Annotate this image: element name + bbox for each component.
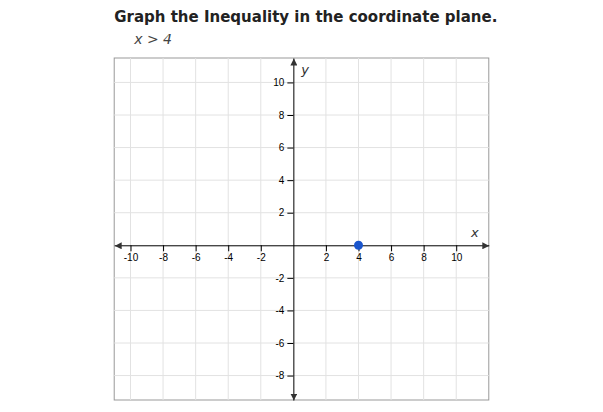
y-axis-tick-label: -4: [275, 305, 284, 316]
title: Graph the Inequality in the coordinate p…: [114, 8, 497, 26]
x-axis: -10 -8 -6 -4 -2 2 4 6 8 10: [115, 245, 490, 263]
grid-line-y: [114, 147, 489, 148]
grid-line-y: [114, 375, 489, 376]
y-axis-tick-mark: [287, 82, 293, 83]
x-axis-tick-mark: [456, 245, 457, 251]
y-axis-tick-label: 6: [279, 142, 285, 153]
y-axis-tick-label: -6: [275, 338, 284, 349]
y-axis-tick-mark: [287, 343, 293, 344]
y-axis-tick: 6: [279, 142, 294, 153]
grid-line-x: [423, 58, 424, 400]
point: [354, 241, 363, 250]
x-axis-tick: -10: [124, 245, 139, 263]
y-axis-tick-mark: [287, 278, 293, 279]
grid-line-x: [456, 58, 457, 400]
x-axis-line: [115, 245, 490, 246]
x-axis-tick-mark: [163, 245, 164, 251]
grid-line-y: [114, 277, 489, 278]
grid-line-y: [114, 343, 489, 344]
grid-line-y: [114, 310, 489, 311]
x-axis-tick: -4: [224, 245, 233, 263]
y-axis: -8 -6 -4 -2 2 4 6 8 10: [273, 59, 294, 401]
y-axis-tick: -6: [275, 338, 293, 349]
x-axis-label: x: [470, 225, 479, 240]
grid-line-x: [195, 58, 196, 400]
grid-line-y: [114, 212, 489, 213]
x-axis-tick: 8: [421, 245, 427, 263]
grid-line-x: [228, 58, 229, 400]
x-axis-tick: -6: [192, 245, 201, 263]
grid-line-x: [358, 58, 359, 400]
x-axis-tick: 2: [324, 245, 330, 263]
y-axis-tick-mark: [287, 180, 293, 181]
x-axis-tick-mark: [424, 245, 425, 251]
x-axis-tick: -8: [159, 245, 168, 263]
grid-line-y: [114, 82, 489, 83]
y-axis-tick: 4: [279, 175, 294, 186]
x-axis-tick-label: -6: [192, 252, 201, 263]
x-axis-tick-label: 6: [389, 252, 395, 263]
y-axis-tick: -8: [275, 370, 293, 381]
y-axis-tick-label: 4: [279, 175, 285, 186]
y-axis-tick-label: -2: [275, 273, 284, 284]
grid-line-y: [114, 115, 489, 116]
x-axis-tick-mark: [326, 245, 327, 251]
plot-frame: [114, 58, 489, 400]
y-axis-tick-label: 2: [279, 207, 285, 218]
y-axis-tick-mark: [287, 310, 293, 311]
x-axis-tick-label: 8: [421, 252, 427, 263]
y-axis-tick-label: 10: [273, 77, 285, 88]
y-axis-tick: 2: [279, 207, 294, 218]
x-axis-tick-mark: [131, 245, 132, 251]
y-axis-tick-label: 8: [279, 110, 285, 121]
x-axis-tick-mark: [228, 245, 229, 251]
x-axis-tick: -2: [257, 245, 266, 263]
points: [354, 241, 363, 250]
x-axis-tick-mark: [196, 245, 197, 251]
x-axis-tick-label: 10: [451, 252, 463, 263]
y-axis-tick-mark: [287, 115, 293, 116]
grid-line-x: [325, 58, 326, 400]
x-axis-tick-label: -8: [159, 252, 168, 263]
subtitle: x > 4: [133, 31, 172, 47]
grid-line-x: [260, 58, 261, 400]
grid-line-y: [114, 180, 489, 181]
y-axis-line: [293, 59, 294, 401]
y-axis-tick-mark: [287, 148, 293, 149]
y-axis-tick: -2: [275, 273, 293, 284]
x-axis-tick-mark: [261, 245, 262, 251]
x-axis-tick-label: 4: [356, 252, 362, 263]
grid-line-x: [391, 58, 392, 400]
chart: Graph the Inequality in the coordinate p…: [0, 0, 603, 412]
y-axis-tick-mark: [287, 213, 293, 214]
x-axis-tick-label: -10: [124, 252, 139, 263]
x-axis-tick: 6: [389, 245, 395, 263]
y-axis-label: y: [300, 62, 309, 77]
y-axis-tick-label: -8: [275, 370, 284, 381]
grid-line-x: [130, 58, 131, 400]
y-axis-tick: -4: [275, 305, 293, 316]
x-axis-tick: 10: [451, 245, 463, 263]
y-axis-tick: 8: [279, 110, 294, 121]
x-axis-tick-label: -4: [224, 252, 233, 263]
grid: [114, 58, 489, 400]
x-axis-tick-mark: [391, 245, 392, 251]
x-axis-tick-label: 2: [324, 252, 330, 263]
x-axis-tick-label: -2: [257, 252, 266, 263]
y-axis-tick-mark: [287, 376, 293, 377]
grid-line-x: [163, 58, 164, 400]
y-axis-tick: 10: [273, 77, 293, 88]
